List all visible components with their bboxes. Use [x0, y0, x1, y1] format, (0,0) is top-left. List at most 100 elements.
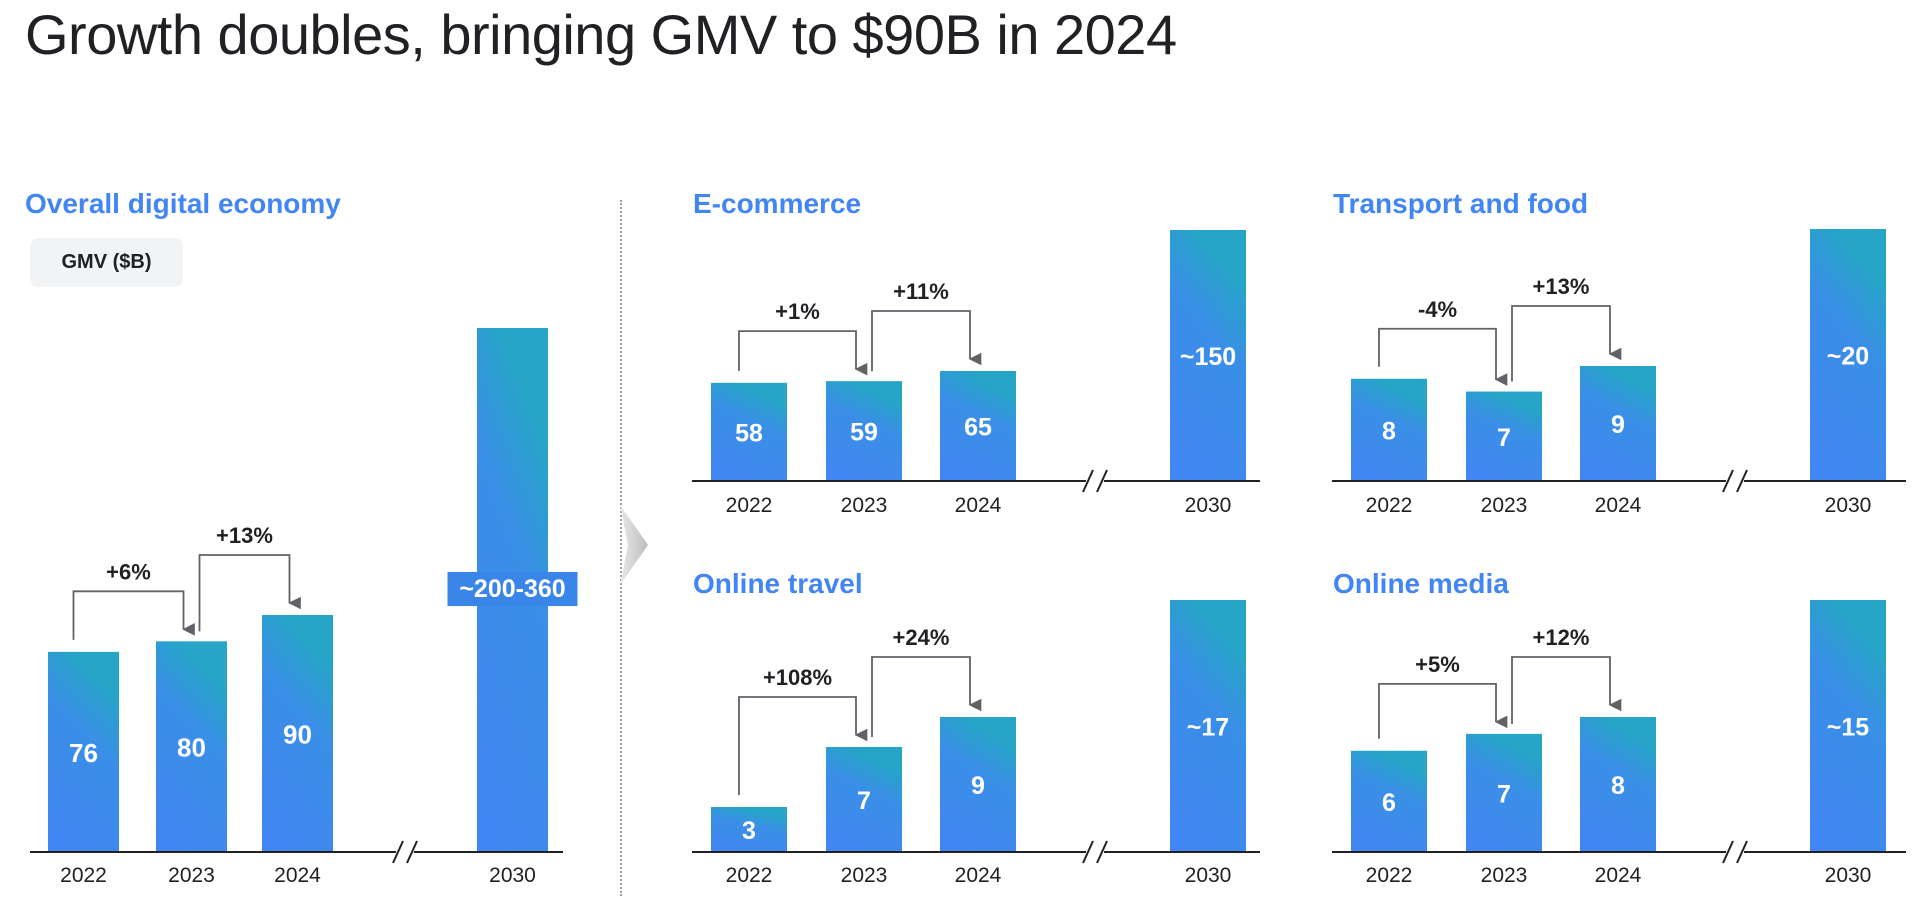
growth-arrow-2: [871, 656, 982, 737]
bar-2023: [1466, 733, 1542, 852]
growth-label-1: +1%: [775, 299, 820, 324]
axis-break-mark: [1736, 469, 1748, 493]
tick-label-2030: 2030: [1825, 494, 1872, 517]
transport-food-title: Transport and food: [1333, 188, 1589, 219]
value-label-2024: 65: [964, 414, 992, 442]
value-label-2022: 6: [1382, 789, 1396, 817]
value-label-2024: 90: [283, 719, 312, 749]
bar-2023: [1466, 391, 1542, 481]
bar-2030: [1810, 600, 1886, 852]
growth-label-2: +13%: [216, 523, 273, 548]
tick-label-2024: 2024: [955, 864, 1002, 887]
bar-2022: [1351, 750, 1427, 852]
online-travel-title: Online travel: [693, 568, 863, 599]
growth-arrow-2: [871, 310, 982, 372]
growth-label-2: +24%: [893, 625, 950, 650]
bar-2023: [156, 641, 227, 852]
growth-arrow-1: [1378, 682, 1508, 739]
value-label-2022: 8: [1382, 417, 1396, 445]
value-label-2023: 7: [857, 787, 871, 815]
growth-label-1: +108%: [763, 665, 832, 690]
value-label-2024: 9: [1611, 411, 1625, 439]
tick-label-2024: 2024: [955, 494, 1002, 517]
bar-2023: [826, 747, 902, 852]
page-title: Growth doubles, bringing GMV to $90B in …: [25, 3, 1177, 66]
tick-label-2023: 2023: [841, 864, 888, 887]
value-label-2022: 76: [69, 738, 98, 768]
value-label-box: [447, 572, 578, 606]
overall-title: Overall digital economy: [25, 188, 341, 219]
tick-label-2023: 2023: [168, 864, 215, 887]
tick-label-2030: 2030: [1185, 494, 1232, 517]
growth-arrow-1: [738, 696, 868, 795]
axis-break-mark: [1082, 840, 1094, 864]
bar-2022: [1351, 378, 1427, 481]
chart-transport-food: 8 2022 7 2023 9 2024 ~20 2030 -4% +13%: [1332, 229, 1906, 517]
growth-label-2: +12%: [1533, 625, 1590, 650]
tick-label-2024: 2024: [1595, 494, 1642, 517]
value-label-2022: 3: [742, 817, 756, 845]
value-label-2030: ~150: [1180, 343, 1236, 371]
growth-label-1: +5%: [1415, 652, 1460, 677]
chart-overall: 76 2022 80 2023 90 2024 ~200-360 2030 +6% +13%: [30, 328, 578, 887]
growth-arrow-1: [1378, 327, 1508, 386]
axis-break-mark: [1736, 840, 1748, 864]
value-label-2022: 58: [735, 419, 763, 447]
value-label-2023: 59: [850, 419, 878, 447]
tick-label-2024: 2024: [274, 864, 321, 887]
ecommerce-title: E-commerce: [693, 188, 862, 219]
bar-2024: [262, 615, 333, 852]
axis-break-gap: [1086, 848, 1104, 856]
chart-online-media: 6 2022 7 2023 8 2024 ~15 2030 +5% +12%: [1332, 600, 1906, 887]
growth-arrow-1: [738, 330, 868, 376]
bar-2024: [1580, 717, 1656, 852]
tick-label-2022: 2022: [726, 864, 773, 887]
tick-label-2023: 2023: [841, 494, 888, 517]
bar-2023: [826, 381, 902, 481]
axis-break-mark: [1096, 840, 1108, 864]
bar-2022: [711, 382, 787, 481]
growth-label-1: -4%: [1418, 297, 1457, 322]
tick-label-2030: 2030: [1185, 864, 1232, 887]
growth-label-2: +11%: [893, 279, 949, 304]
axis-break-gap: [1726, 477, 1744, 485]
axis-break-mark: [406, 840, 418, 864]
growth-arrow-2: [198, 554, 301, 632]
bar-2022: [48, 651, 119, 852]
tick-label-2022: 2022: [1366, 494, 1413, 517]
tick-label-2022: 2022: [60, 864, 107, 887]
value-label-2030: ~20: [1827, 343, 1869, 371]
axis-break-mark: [392, 840, 404, 864]
tick-label-2022: 2022: [726, 494, 773, 517]
value-label-2023: 80: [177, 733, 206, 763]
value-label-2030: ~15: [1827, 714, 1870, 742]
value-label-2024: 9: [971, 772, 985, 800]
value-label-2023: 7: [1497, 424, 1511, 452]
axis-break-gap: [1086, 477, 1104, 485]
chart-online-travel: 3 2022 7 2023 9 2024 ~17 2030 +108% +24%: [692, 600, 1260, 887]
bar-2030: [1170, 600, 1246, 852]
tick-label-2030: 2030: [489, 864, 536, 887]
tick-label-2022: 2022: [1366, 864, 1413, 887]
axis-break-gap: [396, 848, 414, 856]
units-badge: GMV ($B): [30, 238, 183, 287]
online-media-title: Online media: [1333, 568, 1509, 599]
bar-2024: [940, 371, 1016, 481]
bar-2024: [940, 717, 1016, 852]
section-divider: [620, 200, 622, 896]
chart-ecommerce: 58 2022 59 2023 65 2024 ~150 2030 +1% +11%: [692, 230, 1260, 517]
growth-label-1: +6%: [106, 559, 151, 584]
growth-arrow-2: [1511, 656, 1622, 724]
value-label-2023: 7: [1497, 780, 1511, 808]
bar-2030: [1170, 230, 1246, 481]
growth-arrow-1: [72, 590, 195, 640]
growth-label-2: +13%: [1533, 274, 1590, 299]
axis-break-mark: [1082, 469, 1094, 493]
tick-label-2030: 2030: [1825, 864, 1872, 887]
growth-arrow-2: [1511, 305, 1622, 382]
value-label-2024: 8: [1611, 772, 1625, 800]
chevron-right-icon: [620, 505, 648, 585]
bar-2022: [711, 807, 787, 852]
tick-label-2023: 2023: [1481, 864, 1528, 887]
bar-2030: [1810, 229, 1886, 481]
